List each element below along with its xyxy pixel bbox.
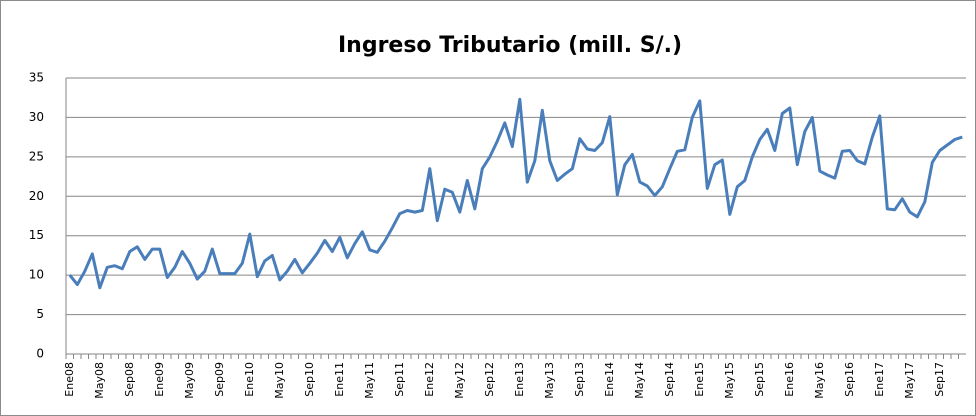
x-tick-label: May08 (93, 362, 106, 399)
x-tick-label: Sep08 (123, 362, 136, 397)
x-tick-label: Sep14 (663, 362, 676, 397)
x-tick-label: Sep09 (213, 362, 226, 397)
y-tick-label: 30 (29, 110, 44, 124)
y-tick-label: 0 (36, 347, 44, 361)
x-tick-label: May13 (543, 362, 556, 399)
x-tick-label: Sep12 (483, 362, 496, 397)
x-tick-label: Ene11 (333, 362, 346, 397)
y-tick-label: 15 (29, 228, 44, 242)
x-tick-label: Sep11 (393, 362, 406, 397)
x-tick-label: Ene13 (513, 362, 526, 397)
x-tick-label: Ene15 (693, 362, 706, 397)
x-tick-label: Sep10 (303, 362, 316, 397)
x-tick-label: Ene12 (423, 362, 436, 397)
x-tick-label: May10 (273, 362, 286, 399)
x-tick-label: May12 (453, 362, 466, 399)
y-tick-label: 25 (29, 149, 44, 163)
x-tick-label: Ene08 (63, 362, 76, 397)
x-tick-label: May16 (813, 362, 826, 399)
x-tick-label: Sep17 (933, 362, 946, 397)
line-series (68, 97, 963, 290)
y-tick-label: 20 (29, 189, 44, 203)
x-tick-label: Sep16 (843, 362, 856, 397)
x-tick-label: May14 (633, 362, 646, 399)
y-tick-label: 5 (36, 307, 44, 321)
x-tick-label: Sep13 (573, 362, 586, 397)
y-tick-label: 10 (29, 268, 44, 282)
y-tick-label: 35 (29, 71, 44, 85)
x-tick-label: May11 (363, 362, 376, 399)
chart-title: Ingreso Tributario (mill. S/.) (338, 33, 682, 58)
x-tick-label: May09 (183, 362, 196, 399)
x-tick-label: Ene16 (783, 362, 796, 397)
x-tick-label: Ene17 (873, 362, 886, 397)
x-tick-label: Ene14 (603, 362, 616, 397)
x-tick-label: Ene10 (243, 362, 256, 397)
x-tick-label: May17 (903, 362, 916, 399)
x-tick-label: Ene09 (153, 362, 166, 397)
x-tick-label: Sep15 (753, 362, 766, 397)
x-tick-label: May15 (723, 362, 736, 399)
